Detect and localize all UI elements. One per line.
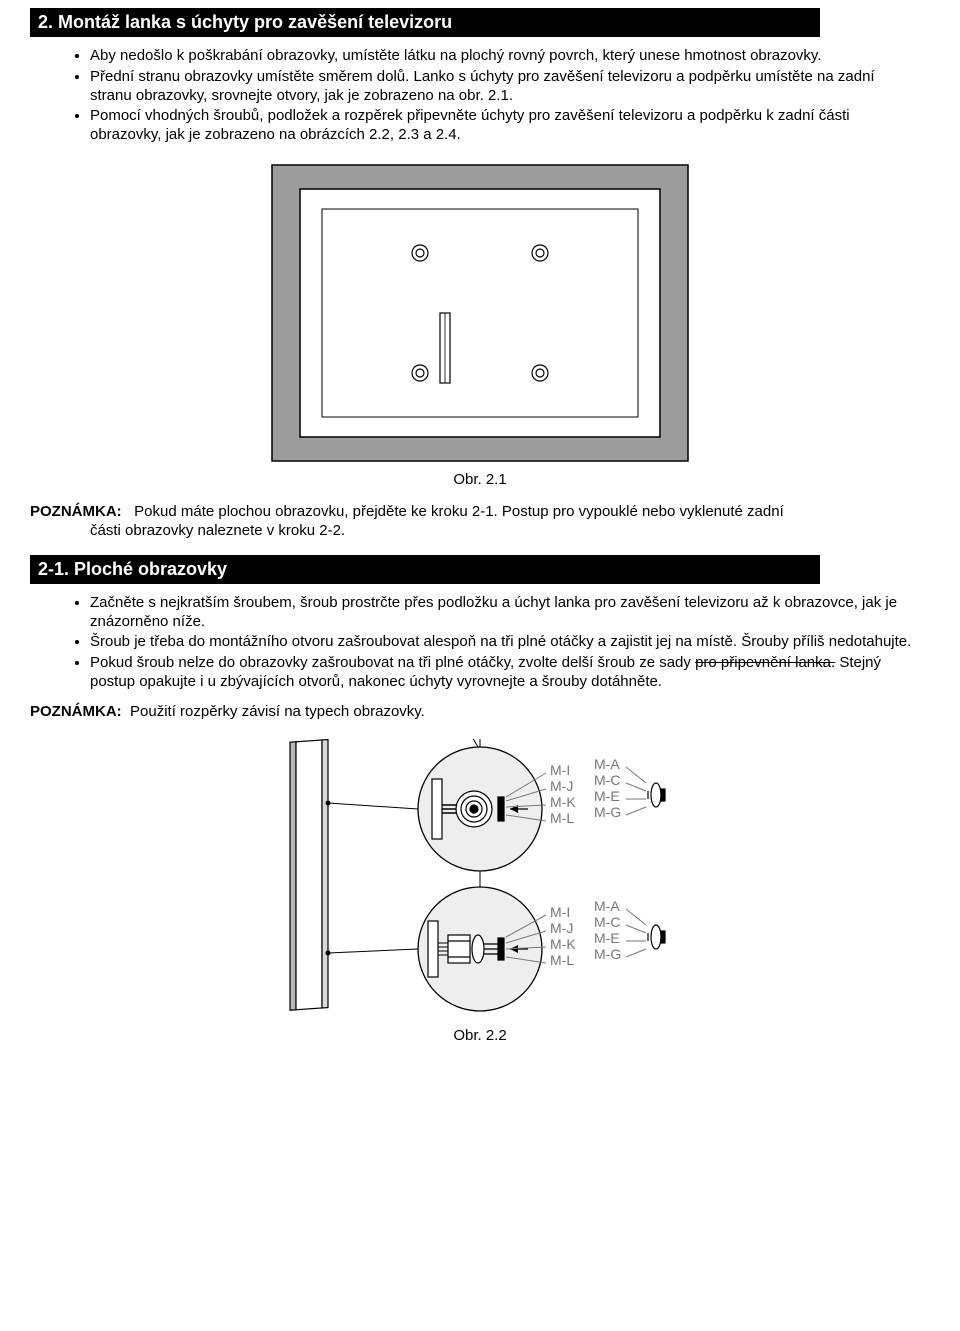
list-item: Pomocí vhodných šroubů, podložek a rozpě… [90, 107, 920, 145]
note-text-line2: části obrazovky naleznete v kroku 2-2. [90, 521, 920, 541]
note-text: Použití rozpěrky závisí na typech obrazo… [130, 703, 425, 720]
note-2: POZNÁMKA: Použití rozpěrky závisí na typ… [30, 702, 930, 722]
figure-2-1-caption: Obr. 2.1 [30, 471, 930, 488]
upper-labels: M-I M-J M-K M-L M-A M-C M-E M-G [550, 756, 621, 826]
note-1: POZNÁMKA: Pokud máte plochou obrazovku, … [30, 502, 930, 541]
figure-2-2-caption: Obr. 2.2 [30, 1027, 930, 1044]
list-item: Přední stranu obrazovky umístěte směrem … [90, 68, 920, 106]
section-1-header: 2. Montáž lanka s úchyty pro zavěšení te… [30, 8, 820, 37]
label: M-C [594, 772, 620, 788]
note-text-line1 [126, 503, 134, 520]
label: M-J [550, 778, 573, 794]
label: M-G [594, 946, 621, 962]
note-label: POZNÁMKA: [30, 703, 122, 720]
section-2-bullets: Začněte s nejkratším šroubem, šroub pros… [60, 594, 930, 692]
list-item: Pokud šroub nelze do obrazovky zašroubov… [90, 654, 920, 692]
label: M-A [594, 898, 620, 914]
label: M-E [594, 930, 620, 946]
label: M-J [550, 920, 573, 936]
tv-back-diagram [270, 163, 690, 463]
list-item-text-before: Pokud šroub nelze do obrazovky zašroubov… [90, 654, 695, 671]
label: M-K [550, 936, 576, 952]
list-item: Aby nedošlo k poškrabání obrazovky, umís… [90, 47, 920, 66]
screw-assembly-diagram: M-I M-J M-K M-L M-A M-C M-E M-G [250, 739, 710, 1019]
label: M-G [594, 804, 621, 820]
label: M-E [594, 788, 620, 804]
note-text-line1: Pokud máte plochou obrazovku, přejděte k… [134, 503, 784, 520]
list-item-text-strike: pro připevnění lanka. [695, 654, 835, 671]
label: M-K [550, 794, 576, 810]
label: M-L [550, 952, 574, 968]
label: M-C [594, 914, 620, 930]
label: M-I [550, 762, 570, 778]
label: M-I [550, 904, 570, 920]
label: M-L [550, 810, 574, 826]
section-1-bullets: Aby nedošlo k poškrabání obrazovky, umís… [60, 47, 930, 145]
figure-2-2: M-I M-J M-K M-L M-A M-C M-E M-G [30, 739, 930, 1019]
section-2-header: 2-1. Ploché obrazovky [30, 555, 820, 584]
figure-2-1 [30, 163, 930, 463]
label: M-A [594, 756, 620, 772]
list-item: Šroub je třeba do montážního otvoru zašr… [90, 633, 920, 652]
note-label: POZNÁMKA: [30, 503, 122, 520]
list-item: Začněte s nejkratším šroubem, šroub pros… [90, 594, 920, 632]
lower-labels: M-I M-J M-K M-L M-A M-C M-E M-G [550, 898, 621, 968]
